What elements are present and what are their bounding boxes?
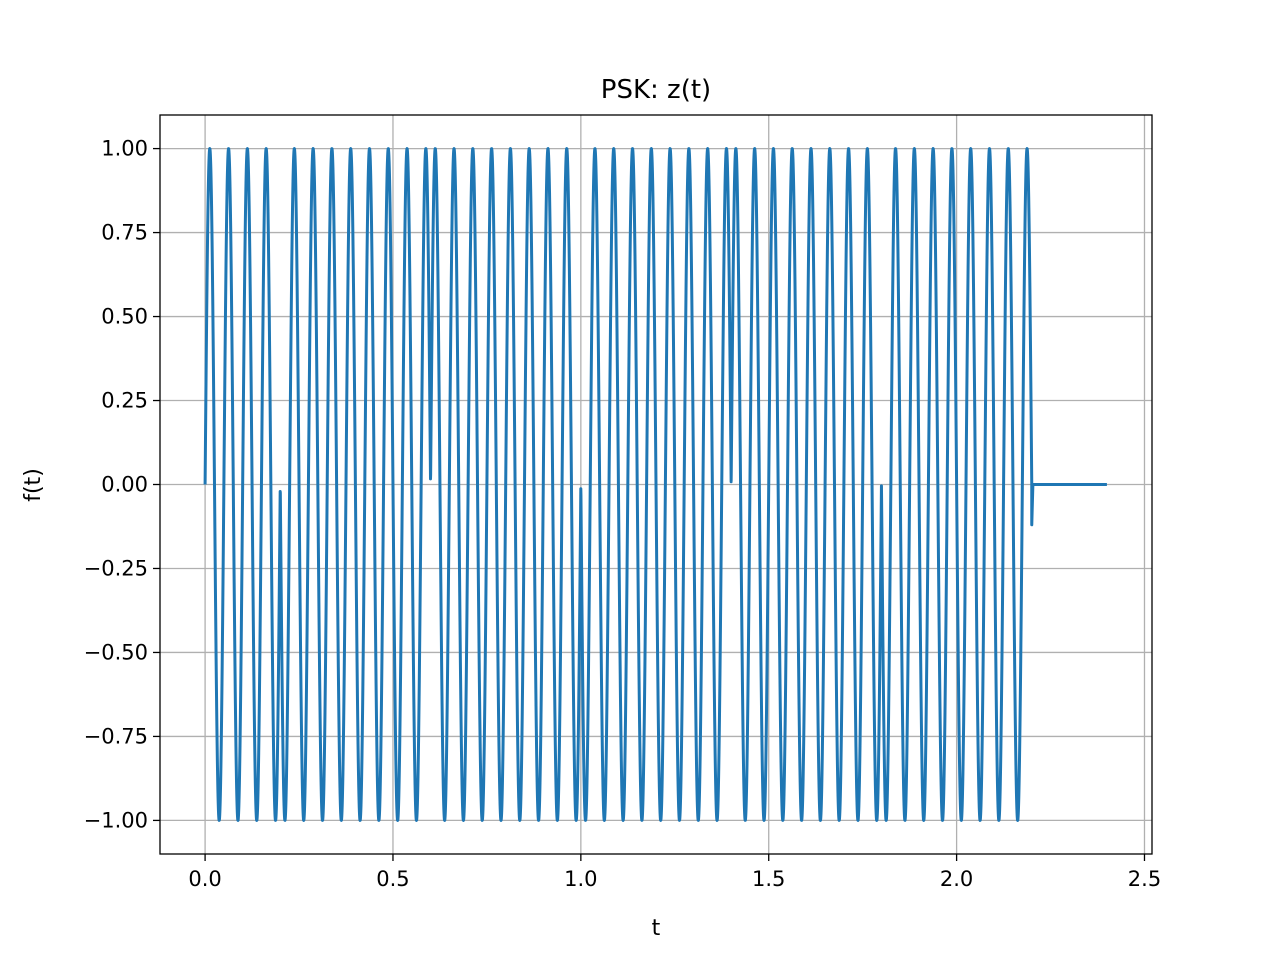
x-axis-ticks: 0.0 0.5 1.0 1.5 2.0 2.5	[188, 854, 1161, 891]
x-axis-label: t	[652, 916, 661, 941]
x-tick-label: 0.5	[376, 867, 409, 891]
y-tick-label: 1.00	[101, 137, 148, 161]
y-axis-label: f(t)	[21, 468, 46, 502]
y-axis-ticks: 1.00 0.75 0.50 0.25 0.00 −0.25 −0.50 −0.75 −1.00	[84, 137, 160, 832]
series-layer	[203, 147, 1107, 822]
x-tick-label: 0.0	[188, 867, 221, 891]
y-tick-label: −0.25	[84, 556, 148, 580]
y-tick-label: 0.50	[101, 305, 148, 329]
x-tick-label: 2.0	[940, 867, 973, 891]
y-tick-label: 0.75	[101, 221, 148, 245]
series-line-0	[203, 147, 1107, 822]
y-tick-label: 0.25	[101, 389, 148, 413]
y-tick-label: 0.00	[101, 473, 148, 497]
chart-title: PSK: z(t)	[601, 75, 711, 105]
y-tick-label: −0.50	[84, 640, 148, 664]
x-tick-label: 1.5	[752, 867, 785, 891]
x-tick-label: 1.0	[564, 867, 597, 891]
x-tick-label: 2.5	[1128, 867, 1161, 891]
y-tick-label: −0.75	[84, 724, 148, 748]
y-tick-label: −1.00	[84, 808, 148, 832]
